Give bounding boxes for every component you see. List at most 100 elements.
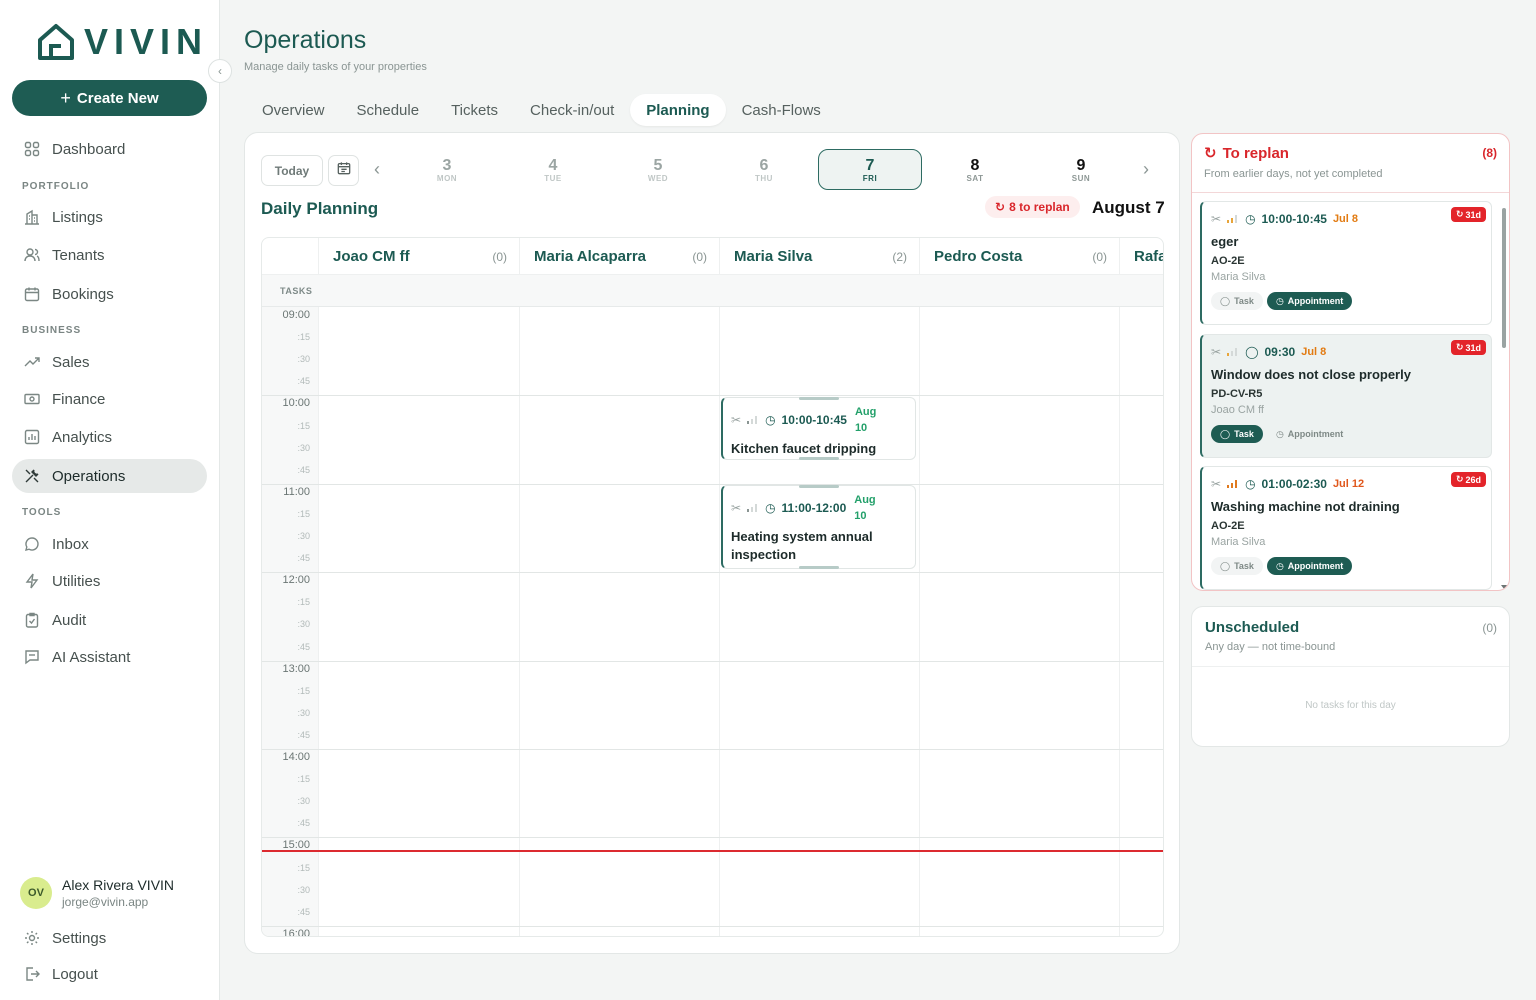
user-profile[interactable]: OV Alex Rivera VIVIN jorge@vivin.app <box>20 877 174 909</box>
sidebar-item-inbox[interactable]: Inbox <box>12 527 207 561</box>
sidebar-item-analytics[interactable]: Analytics <box>12 420 207 454</box>
day-of-week: WED <box>647 173 669 183</box>
tab-schedule[interactable]: Schedule <box>356 101 420 119</box>
event-date: Aug 10 <box>855 404 876 436</box>
sidebar-item-listings[interactable]: Listings <box>12 200 207 234</box>
logo[interactable]: VIVIN <box>36 22 208 62</box>
sidebar-item-tenants[interactable]: Tenants <box>12 238 207 272</box>
check-circle-icon: ◯ <box>1220 428 1231 439</box>
quarter-label: :15 <box>297 332 310 343</box>
tab-planning[interactable]: Planning <box>630 94 726 126</box>
sidebar-item-dashboard[interactable]: Dashboard <box>12 132 207 166</box>
replan-card-meta: ✂ ◷ 10:00-10:45 Jul 8 <box>1211 212 1482 226</box>
resize-handle-top[interactable] <box>799 485 839 488</box>
appointment-toggle[interactable]: ◷ Appointment <box>1267 425 1352 443</box>
sidebar-item-bookings[interactable]: Bookings <box>12 277 207 311</box>
column-header[interactable]: Pedro Costa (0) <box>919 238 1119 275</box>
collapse-sidebar-button[interactable]: ‹ <box>208 59 232 83</box>
section-tools: TOOLS <box>22 507 62 518</box>
sidebar-item-operations[interactable]: Operations <box>12 459 207 493</box>
column-name: Maria Alcaparra <box>534 248 647 265</box>
replan-date: Jul 12 <box>1332 478 1365 490</box>
sidebar-item-label: Inbox <box>52 535 89 553</box>
task-toggle[interactable]: ◯ Task <box>1211 425 1263 443</box>
task-toggle[interactable]: ◯ Task <box>1211 557 1263 575</box>
day-of-week: SUN <box>1071 173 1091 183</box>
chevron-left-icon: ‹ <box>374 159 380 179</box>
column-header[interactable]: Maria Alcaparra (0) <box>519 238 719 275</box>
overdue-days: 31d <box>1465 342 1481 353</box>
replan-card-item[interactable]: ✂ ◷ 10:00-10:45 Jul 8 ↻ 31d eger AO-2E Ma… <box>1200 201 1492 325</box>
day-fri[interactable]: 7 FRI <box>818 149 922 190</box>
column-header[interactable]: Maria Silva (2) <box>719 238 919 275</box>
to-replan-count: (8) <box>1482 146 1497 160</box>
calendar-icon <box>24 286 40 302</box>
resize-handle-bottom[interactable] <box>799 457 839 460</box>
day-sun[interactable]: 9 SUN <box>1029 149 1133 190</box>
empty-state: No tasks for this day <box>1305 700 1396 711</box>
to-replan-pill[interactable]: ↻ 8 to replan <box>985 196 1080 218</box>
sidebar-item-sales[interactable]: Sales <box>12 345 207 379</box>
clipboard-icon <box>24 612 40 628</box>
column-divider <box>1119 307 1120 936</box>
day-number: 5 <box>653 156 663 174</box>
clock-icon: ◷ <box>765 413 776 427</box>
quarter-label: :15 <box>297 862 310 873</box>
quarter-label: :45 <box>297 641 310 652</box>
event-title: Kitchen faucet dripping <box>731 441 877 456</box>
grid-lines <box>262 307 1163 936</box>
replan-card-item[interactable]: ✂ ◷ 01:00-02:30 Jul 12 ↻ 26d Washing mach… <box>1200 466 1492 590</box>
column-header[interactable]: Rafa <box>1119 238 1163 275</box>
calendar-picker-button[interactable] <box>328 155 359 186</box>
replan-tags: ◯ Task ◷ Appointment <box>1211 557 1482 575</box>
event-heating-inspection[interactable]: ✂ ◷ 11:00-12:00 Aug 10 Heating system an… <box>721 485 916 569</box>
create-new-button[interactable]: + Create New <box>12 80 207 116</box>
user-name: Alex Rivera VIVIN <box>62 877 175 893</box>
scroll-down-arrow-icon[interactable] <box>1501 585 1507 589</box>
sidebar-item-ai-assistant[interactable]: AI Assistant <box>12 640 207 674</box>
signal-icon <box>747 413 759 427</box>
grid-header: Joao CM ff (0) Maria Alcaparra (0) Maria S… <box>262 238 1163 275</box>
tab-cash-flows[interactable]: Cash-Flows <box>741 101 821 119</box>
event-kitchen-faucet[interactable]: ✂ ◷ 10:00-10:45 Aug 10 Kitchen faucet dr… <box>721 397 916 460</box>
tab-check-in-out[interactable]: Check-in/out <box>530 101 615 119</box>
column-divider <box>719 307 720 936</box>
appointment-toggle[interactable]: ◷ Appointment <box>1266 292 1353 310</box>
tab-overview[interactable]: Overview <box>262 101 325 119</box>
day-wed[interactable]: 5 WED <box>606 149 710 190</box>
day-tue[interactable]: 4 TUE <box>501 149 605 190</box>
quarter-label: :30 <box>297 884 310 895</box>
settings-link[interactable]: Settings <box>12 921 207 955</box>
quarter-label: :30 <box>297 619 310 630</box>
planning-grid: Joao CM ff (0) Maria Alcaparra (0) Maria S… <box>261 237 1164 937</box>
selected-date: August 7 <box>1092 198 1165 217</box>
hour-label: 13:00 <box>282 662 310 675</box>
today-button[interactable]: Today <box>261 155 323 186</box>
resize-handle-bottom[interactable] <box>799 566 839 569</box>
sidebar-item-utilities[interactable]: Utilities <box>12 564 207 598</box>
logout-link[interactable]: Logout <box>12 957 207 991</box>
column-header[interactable]: Joao CM ff (0) <box>318 238 519 275</box>
next-week-button[interactable]: › <box>1143 159 1149 180</box>
scrollbar[interactable] <box>1502 208 1506 348</box>
sidebar-item-finance[interactable]: Finance <box>12 382 207 416</box>
tasks-label: TASKS <box>280 286 313 296</box>
resize-handle-top[interactable] <box>799 397 839 400</box>
chevron-right-icon: › <box>1143 159 1149 179</box>
event-time: 11:00-12:00 <box>781 501 847 515</box>
tab-tickets[interactable]: Tickets <box>451 101 499 119</box>
prev-week-button[interactable]: ‹ <box>374 159 380 180</box>
day-sat[interactable]: 8 SAT <box>923 149 1027 190</box>
replan-title: eger <box>1211 234 1239 249</box>
replan-card-item[interactable]: ✂ ◯ 09:30 Jul 8 ↻ 31d Window does not clo… <box>1200 334 1492 458</box>
appointment-toggle[interactable]: ◷ Appointment <box>1266 557 1353 575</box>
task-toggle[interactable]: ◯ Task <box>1211 292 1263 310</box>
hour-label: 15:00 <box>282 839 310 852</box>
sidebar-item-audit[interactable]: Audit <box>12 603 207 637</box>
day-thu[interactable]: 6 THU <box>712 149 816 190</box>
tools-icon: ✂ <box>731 413 742 427</box>
overdue-days: 31d <box>1465 209 1481 220</box>
day-mon[interactable]: 3 MON <box>395 149 499 190</box>
quarter-label: :30 <box>297 442 310 453</box>
replan-time: 09:30 <box>1264 345 1296 359</box>
